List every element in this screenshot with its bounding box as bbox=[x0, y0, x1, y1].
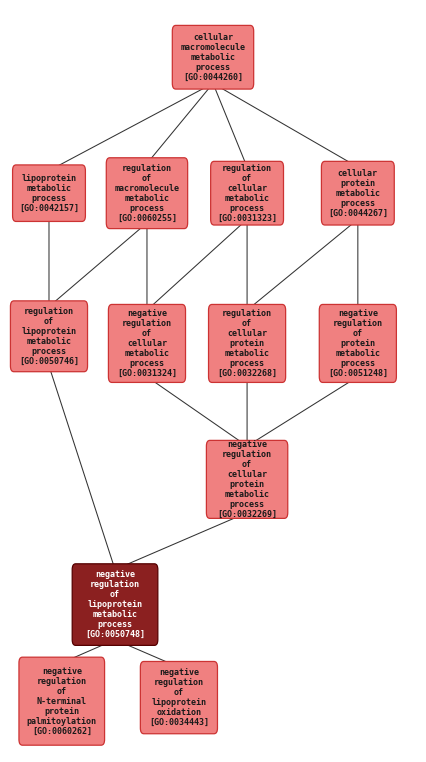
FancyBboxPatch shape bbox=[13, 165, 85, 222]
FancyBboxPatch shape bbox=[140, 661, 217, 734]
Text: regulation
of
cellular
protein
metabolic
process
[GO:0032268]: regulation of cellular protein metabolic… bbox=[217, 309, 277, 378]
Text: cellular
macromolecule
metabolic
process
[GO:0044260]: cellular macromolecule metabolic process… bbox=[181, 33, 245, 82]
FancyBboxPatch shape bbox=[206, 440, 288, 518]
FancyBboxPatch shape bbox=[19, 657, 105, 745]
FancyBboxPatch shape bbox=[210, 162, 284, 225]
Text: regulation
of
cellular
metabolic
process
[GO:0031323]: regulation of cellular metabolic process… bbox=[217, 164, 277, 223]
FancyBboxPatch shape bbox=[11, 301, 88, 372]
FancyBboxPatch shape bbox=[106, 158, 187, 229]
Text: cellular
protein
metabolic
process
[GO:0044267]: cellular protein metabolic process [GO:0… bbox=[328, 168, 388, 218]
Text: negative
regulation
of
lipoprotein
metabolic
process
[GO:0050748]: negative regulation of lipoprotein metab… bbox=[85, 570, 145, 639]
FancyBboxPatch shape bbox=[208, 305, 285, 383]
FancyBboxPatch shape bbox=[172, 25, 253, 89]
Text: negative
regulation
of
cellular
metabolic
process
[GO:0031324]: negative regulation of cellular metaboli… bbox=[117, 309, 177, 378]
Text: lipoprotein
metabolic
process
[GO:0042157]: lipoprotein metabolic process [GO:004215… bbox=[19, 174, 79, 213]
Text: regulation
of
lipoprotein
metabolic
process
[GO:0050746]: regulation of lipoprotein metabolic proc… bbox=[19, 306, 79, 366]
Text: negative
regulation
of
N-terminal
protein
palmitoylation
[GO:0060262]: negative regulation of N-terminal protei… bbox=[27, 667, 97, 736]
FancyBboxPatch shape bbox=[321, 162, 394, 225]
FancyBboxPatch shape bbox=[320, 305, 396, 383]
Text: regulation
of
macromolecule
metabolic
process
[GO:0060255]: regulation of macromolecule metabolic pr… bbox=[115, 164, 179, 223]
Text: negative
regulation
of
lipoprotein
oxidation
[GO:0034443]: negative regulation of lipoprotein oxida… bbox=[149, 668, 209, 727]
Text: negative
regulation
of
protein
metabolic
process
[GO:0051248]: negative regulation of protein metabolic… bbox=[328, 309, 388, 378]
FancyBboxPatch shape bbox=[72, 564, 158, 645]
FancyBboxPatch shape bbox=[108, 305, 185, 383]
Text: negative
regulation
of
cellular
protein
metabolic
process
[GO:0032269]: negative regulation of cellular protein … bbox=[217, 440, 277, 519]
